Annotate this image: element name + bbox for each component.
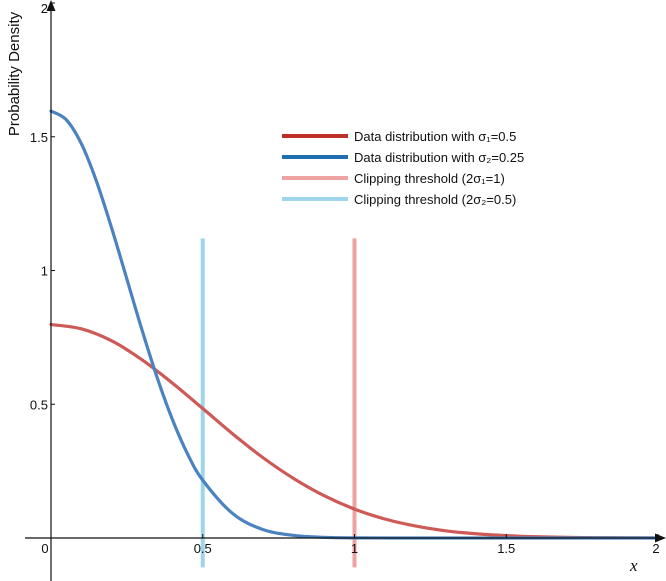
y-tick-label: 0.5 bbox=[30, 397, 48, 412]
legend-label: Clipping threshold (2σ₁=1) bbox=[354, 171, 505, 186]
y-tick-label: 1.5 bbox=[30, 130, 48, 145]
x-tick-label: 0.5 bbox=[194, 541, 212, 556]
x-tick-label: 1 bbox=[351, 541, 358, 556]
tick-marks: 0 0.5 1 1.5 2 0.5 1 1.5 2 bbox=[30, 1, 660, 556]
legend-label: Clipping threshold (2σ₂=0.5) bbox=[354, 192, 516, 207]
y-axis-label: Probability Density bbox=[6, 11, 23, 136]
x-tick-label: 0 bbox=[41, 541, 48, 556]
y-axis-arrow-icon bbox=[46, 0, 56, 11]
y-tick-label: 1 bbox=[41, 264, 48, 279]
x-tick-label: 2 bbox=[652, 541, 659, 556]
legend: Data distribution with σ₁=0.5 Data distri… bbox=[282, 129, 524, 207]
x-tick-label: 1.5 bbox=[497, 541, 515, 556]
y-tick-label: 2 bbox=[41, 1, 48, 16]
legend-label: Data distribution with σ₁=0.5 bbox=[354, 129, 516, 144]
legend-label: Data distribution with σ₂=0.25 bbox=[354, 150, 524, 165]
axes bbox=[25, 0, 666, 581]
x-axis-label: x bbox=[629, 556, 638, 575]
